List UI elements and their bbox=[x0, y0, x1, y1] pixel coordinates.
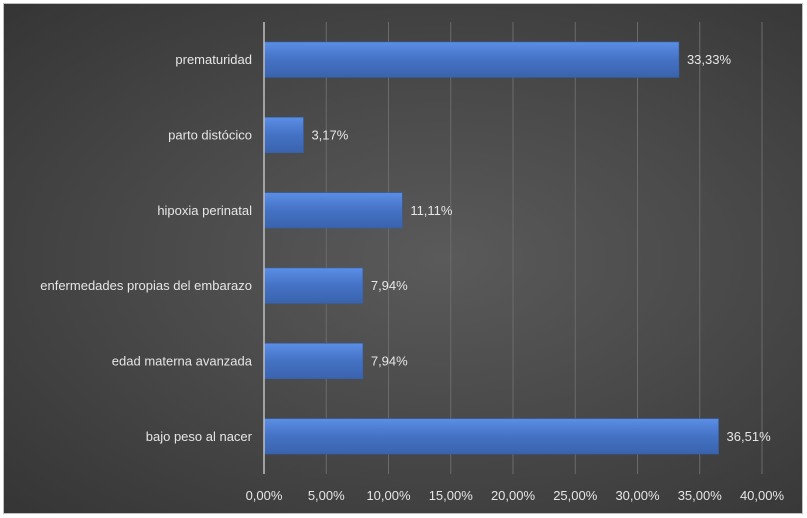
bar bbox=[263, 41, 680, 78]
data-label: 7,94% bbox=[371, 354, 408, 369]
bar bbox=[263, 192, 403, 229]
bar bbox=[263, 342, 364, 380]
category-label: bajo peso al nacer bbox=[146, 429, 253, 444]
category-label: hipoxia perinatal bbox=[157, 203, 252, 218]
category-label: enfermedades propias del embarazo bbox=[40, 278, 252, 293]
data-label: 33,33% bbox=[687, 52, 732, 67]
data-label: 36,51% bbox=[727, 429, 772, 444]
data-label: 3,17% bbox=[311, 128, 348, 143]
bars bbox=[263, 41, 719, 455]
labels: 0,00% 5,00% 10,00% 15,00% 20,00% 25,00% 30,00%… bbox=[40, 52, 784, 503]
x-tick-label: 0,00% bbox=[246, 488, 283, 503]
x-tick-label: 25,00% bbox=[553, 488, 598, 503]
bar bbox=[263, 267, 364, 304]
bar-chart: 0,00% 5,00% 10,00% 15,00% 20,00% 25,00% 30,00%… bbox=[40, 22, 784, 503]
gridlines bbox=[325, 22, 763, 474]
x-tick-label: 10,00% bbox=[366, 488, 411, 503]
x-tick-label: 35,00% bbox=[678, 488, 723, 503]
data-label: 7,94% bbox=[371, 278, 408, 293]
x-tick-label: 15,00% bbox=[429, 488, 474, 503]
bar bbox=[263, 418, 719, 455]
chart-area: 0,00% 5,00% 10,00% 15,00% 20,00% 25,00% 30,00%… bbox=[3, 3, 803, 514]
x-tick-label: 40,00% bbox=[740, 488, 785, 503]
bar bbox=[263, 116, 304, 154]
x-tick-label: 30,00% bbox=[615, 488, 660, 503]
x-tick-label: 5,00% bbox=[308, 488, 345, 503]
x-tick-label: 20,00% bbox=[491, 488, 536, 503]
data-label: 11,11% bbox=[410, 203, 453, 218]
category-label: parto distócico bbox=[168, 128, 252, 143]
category-label: edad materna avanzada bbox=[112, 354, 253, 369]
category-label: prematuridad bbox=[175, 52, 252, 67]
